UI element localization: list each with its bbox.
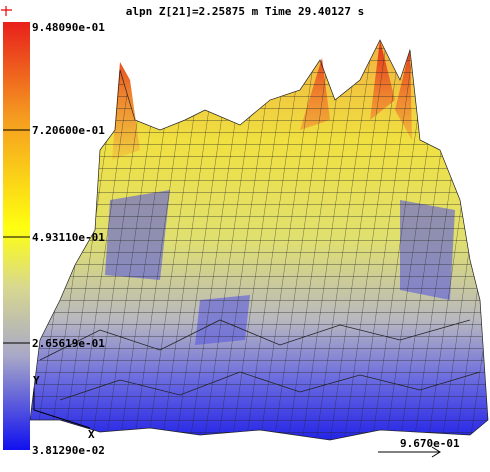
- scale-label: 9.670e-01: [400, 437, 460, 450]
- colorbar-label: 3.81290e-02: [32, 444, 105, 457]
- cursor-marker: [1, 6, 12, 16]
- colorbar-ticks: [3, 129, 30, 344]
- axis-label-y: Y: [33, 374, 40, 387]
- scale-arrow: [378, 446, 441, 458]
- colorbar-label: 2.65619e-01: [32, 337, 105, 350]
- colorbar-label: 4.93110e-01: [32, 231, 105, 244]
- colorbar-label: 9.48090e-01: [32, 21, 105, 34]
- axis-label-x: X: [88, 428, 95, 441]
- surface-plot: [29, 39, 489, 441]
- axis-triad: [33, 388, 91, 429]
- colorbar: [3, 22, 30, 450]
- colorbar-label: 7.20600e-01: [32, 124, 105, 137]
- title: alpn Z[21]=2.25875 m Time 29.40127 s: [126, 5, 364, 18]
